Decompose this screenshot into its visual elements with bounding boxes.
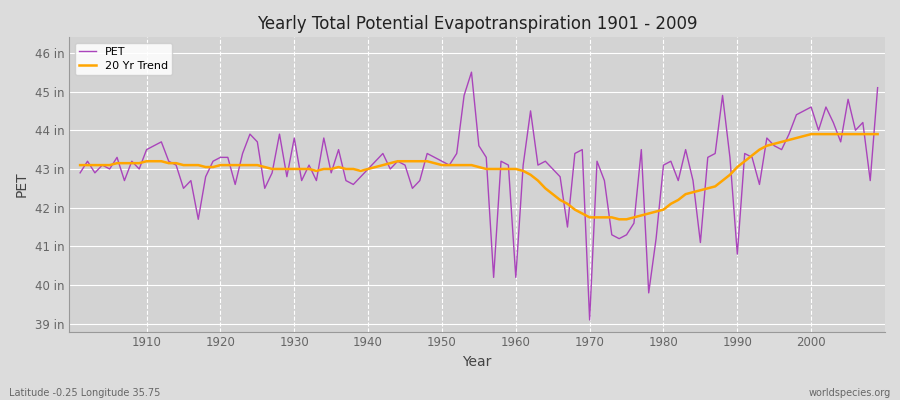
PET xyxy=(134,166,145,171)
Y-axis label: PET: PET xyxy=(15,172,29,197)
PET xyxy=(340,178,351,183)
PET xyxy=(584,318,595,322)
PET xyxy=(872,85,883,90)
20 Yr Trend xyxy=(340,166,351,171)
20 Yr Trend xyxy=(599,215,610,220)
PET xyxy=(614,236,625,241)
PET xyxy=(296,178,307,183)
Legend: PET, 20 Yr Trend: PET, 20 Yr Trend xyxy=(75,43,172,75)
PET xyxy=(510,275,521,280)
20 Yr Trend xyxy=(134,161,145,166)
20 Yr Trend xyxy=(503,166,514,171)
PET xyxy=(75,170,86,175)
20 Yr Trend xyxy=(872,132,883,136)
20 Yr Trend xyxy=(510,166,521,171)
X-axis label: Year: Year xyxy=(463,355,491,369)
PET xyxy=(466,70,477,74)
20 Yr Trend xyxy=(806,132,816,136)
Line: 20 Yr Trend: 20 Yr Trend xyxy=(80,134,878,219)
Text: Latitude -0.25 Longitude 35.75: Latitude -0.25 Longitude 35.75 xyxy=(9,388,160,398)
20 Yr Trend xyxy=(75,163,86,168)
PET xyxy=(518,163,528,168)
20 Yr Trend xyxy=(614,217,625,222)
Title: Yearly Total Potential Evapotranspiration 1901 - 2009: Yearly Total Potential Evapotranspiratio… xyxy=(256,15,698,33)
20 Yr Trend xyxy=(296,166,307,171)
Text: worldspecies.org: worldspecies.org xyxy=(809,388,891,398)
Line: PET: PET xyxy=(80,72,878,320)
